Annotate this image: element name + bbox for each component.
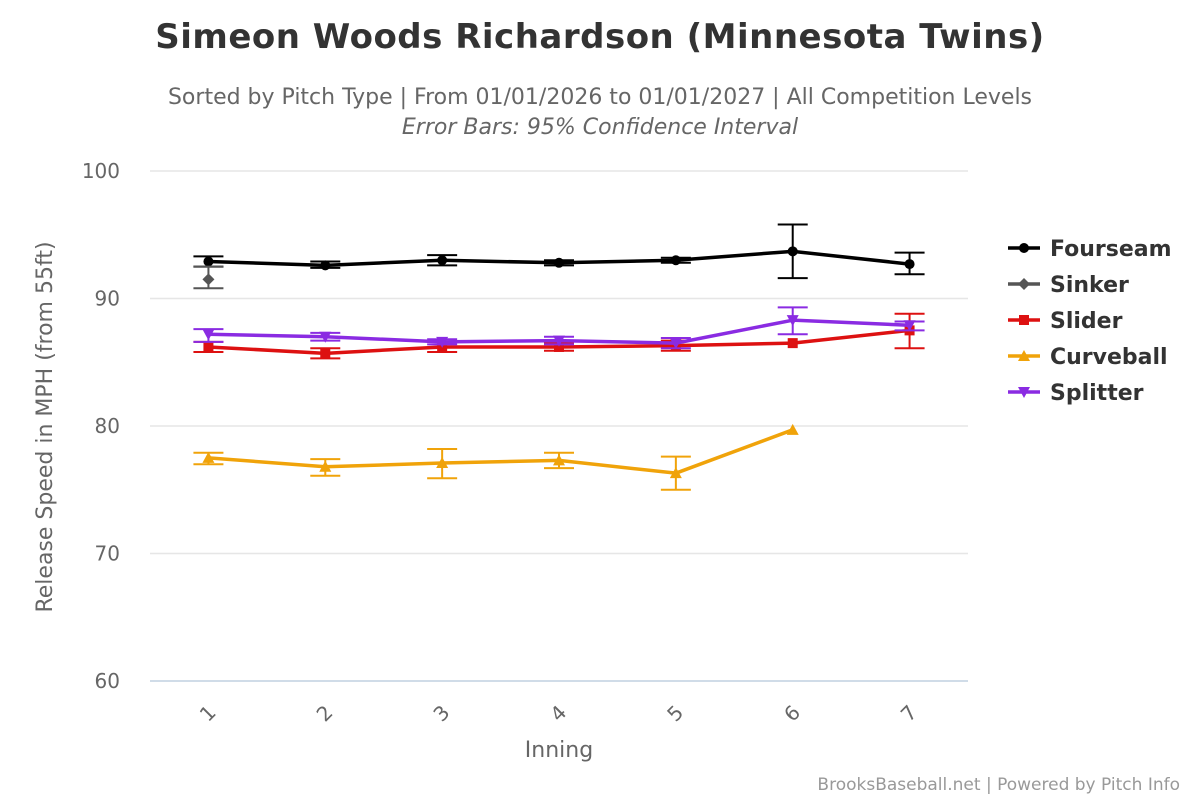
data-point-slider — [320, 348, 331, 359]
data-point-splitter — [903, 320, 916, 332]
legend-marker — [1019, 243, 1029, 253]
legend: Fourseam Sinker Slider Curveball Splitter — [1008, 237, 1172, 406]
chart-title: Simeon Woods Richardson (Minnesota Twins… — [155, 17, 1044, 57]
data-point-fourseam — [670, 255, 681, 266]
data-point-slider — [787, 338, 798, 349]
chart-subtitle: Sorted by Pitch Type | From 01/01/2026 t… — [168, 85, 1032, 110]
gridlines — [150, 170, 968, 682]
x-tick-label: 5 — [662, 700, 688, 726]
x-tick-label: 1 — [195, 700, 221, 726]
data-point-splitter — [786, 315, 799, 327]
legend-label: Fourseam — [1050, 237, 1172, 262]
legend-item-sinker[interactable]: Sinker — [1008, 273, 1129, 298]
data-point-splitter — [202, 329, 215, 341]
data-point-splitter — [669, 338, 682, 350]
data-point-curveball — [786, 423, 799, 435]
data-point-splitter — [319, 331, 332, 343]
y-tick-label: 70 — [95, 542, 120, 566]
legend-label: Splitter — [1050, 381, 1144, 406]
data-point-fourseam — [904, 259, 915, 270]
x-tick-label: 7 — [896, 700, 922, 726]
legend-item-slider[interactable]: Slider — [1008, 309, 1123, 334]
series-splitter — [193, 306, 925, 350]
data-point-splitter — [553, 335, 565, 347]
data-point-splitter — [436, 336, 449, 348]
data-point-curveball — [202, 451, 215, 463]
series-fourseam — [193, 223, 925, 280]
data-point-fourseam — [787, 246, 798, 257]
data-point-slider — [554, 341, 564, 352]
data-point-fourseam — [203, 256, 214, 267]
y-tick-label: 90 — [95, 287, 120, 311]
x-axis-title: Inning — [525, 738, 593, 763]
x-tick-label: 2 — [312, 700, 338, 726]
data-point-sinker — [202, 273, 215, 286]
x-tick-label: 4 — [545, 700, 571, 726]
y-axis-ticks: 100 90 80 70 60 — [82, 159, 120, 693]
x-tick-label: 3 — [428, 700, 454, 726]
legend-label: Curveball — [1050, 345, 1168, 370]
legend-marker — [1018, 278, 1030, 290]
legend-item-fourseam[interactable]: Fourseam — [1008, 237, 1172, 262]
data-point-curveball — [669, 467, 682, 479]
data-point-fourseam — [437, 255, 448, 266]
series-sinker — [193, 265, 224, 290]
data-point-curveball — [553, 454, 565, 466]
data-point-slider — [203, 341, 214, 352]
data-point-curveball — [436, 456, 449, 468]
data-point-fourseam — [320, 260, 331, 271]
legend-label: Slider — [1050, 309, 1123, 334]
y-tick-label: 80 — [95, 414, 120, 438]
legend-item-curveball[interactable]: Curveball — [1008, 345, 1168, 370]
y-tick-label: 60 — [95, 669, 120, 693]
legend-marker — [1018, 350, 1030, 361]
y-tick-label: 100 — [82, 159, 120, 183]
series-line-curveball — [208, 428, 794, 475]
chart-subtitle-error-bars: Error Bars: 95% Confidence Interval — [402, 115, 798, 140]
y-axis-title: Release Speed in MPH (from 55ft) — [33, 241, 58, 612]
legend-label: Sinker — [1050, 273, 1129, 298]
credits: BrooksBaseball.net | Powered by Pitch In… — [817, 775, 1180, 795]
legend-marker — [1018, 387, 1030, 398]
data-point-fourseam — [554, 257, 564, 268]
data-point-curveball — [319, 460, 332, 472]
series-curveball — [193, 423, 799, 491]
x-axis-ticks: 1 2 3 4 5 6 7 — [195, 700, 922, 726]
x-tick-label: 6 — [779, 700, 805, 726]
legend-item-splitter[interactable]: Splitter — [1008, 381, 1144, 406]
legend-marker — [1019, 315, 1029, 325]
plot-series — [193, 223, 925, 491]
